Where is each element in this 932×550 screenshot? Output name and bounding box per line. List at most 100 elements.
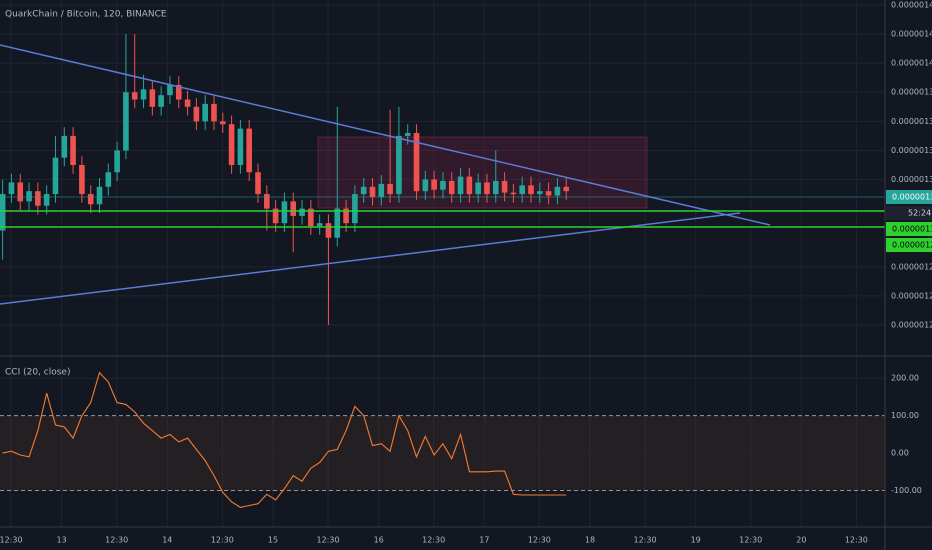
candle-body [17,182,24,202]
candle-body [396,135,402,195]
trend-line [0,44,771,226]
level-tag [886,222,932,236]
range-box [317,136,648,209]
price-tag-label: 0.00000131 [892,193,932,202]
candle-body [422,179,429,192]
grid [0,0,885,527]
candle-body [114,150,120,173]
x-tick-label: 12:30 [211,536,234,545]
candle-body [70,135,76,165]
candle-body [281,201,288,224]
candle-body [228,124,235,165]
candle-body [528,185,534,195]
candle-body [123,92,129,151]
level-tag-label: 0.00000129 [892,241,932,250]
y-tick-label: 0.00000132 [891,175,932,184]
candle-body [404,132,411,136]
candle-body [510,192,517,195]
x-tick-label: 14 [162,536,172,545]
candle-body [501,180,508,193]
candle-body [105,172,112,187]
y-tick-label: -100.00 [891,486,922,495]
candle-body [334,208,341,238]
candle-body [563,186,570,192]
y-tick-label: 0.00000136 [891,117,932,126]
candle-body [237,128,244,165]
x-tick-label: 12:30 [105,536,128,545]
candle-body [202,103,208,122]
y-tick-label: 100.00 [891,411,919,420]
candle-body [264,194,270,209]
candle-body [448,180,455,195]
candle-body [35,191,41,206]
candle-body [475,182,481,195]
candle-body [87,194,94,205]
x-tick-label: 12:30 [0,536,23,545]
candle-body [413,132,420,192]
candle-body [316,223,323,227]
x-tick-label: 20 [796,536,806,545]
marks [0,34,885,508]
x-tick-label: 12:30 [739,536,762,545]
trend-line [0,212,741,305]
y-tick-label: 0.00000138 [891,88,932,97]
candle-body [43,194,50,206]
candle-body [466,176,473,195]
y-tick-label: 200.00 [891,374,919,383]
candle-body [272,208,279,224]
candle-body [140,89,147,100]
candle-body [343,208,349,224]
candle-body [167,84,173,96]
candle-body [131,92,138,100]
candle-body [193,106,200,122]
candle-body [211,103,217,122]
candle-body [8,182,15,195]
candle-body [26,191,32,202]
candle-body [554,186,561,196]
candle-body [96,186,103,205]
candle-body [255,172,261,195]
x-tick-label: 12:30 [634,536,657,545]
candle-body [440,180,446,190]
x-tick-label: 19 [691,536,701,545]
y-tick-label: 0.00000142 [891,30,932,39]
x-tick-label: 16 [374,536,384,545]
candle-body [492,180,499,195]
candle-body [457,176,464,195]
candle-body [537,191,543,195]
candle-body [519,185,525,195]
candle-body [378,183,385,197]
y-tick-label: 0.00 [891,449,909,458]
chart-title: QuarkChain / Bitcoin, 120, BINANCE [5,10,167,20]
candle-body [484,182,490,195]
candle-body [308,208,314,227]
y-tick-label: 0.00000124 [891,291,932,300]
cci-line [2,371,567,508]
x-tick-label: 12:30 [528,536,551,545]
x-tick-label: 18 [585,536,595,545]
candle-body [246,128,253,173]
candle-body [61,135,68,158]
candle-body [175,84,182,100]
x-tick-label: 15 [268,536,278,545]
level-tag [886,238,932,252]
candle-body [79,164,85,195]
candle-body [431,179,437,190]
candle-body [184,99,191,107]
candle-body [299,208,305,216]
x-tick-label: 17 [479,536,489,545]
x-tick-label: 12:30 [316,536,339,545]
candle-body [158,95,164,107]
candle-body [387,183,393,195]
y-tick-label: 0.00000126 [891,262,932,271]
candle-body [52,157,59,195]
x-tick-label: 13 [57,536,67,545]
x-tick-label: 12:30 [422,536,445,545]
candle-body [360,186,367,195]
candle-body [149,89,156,107]
candle-body [545,191,552,196]
x-tick-label: 12:30 [845,536,868,545]
